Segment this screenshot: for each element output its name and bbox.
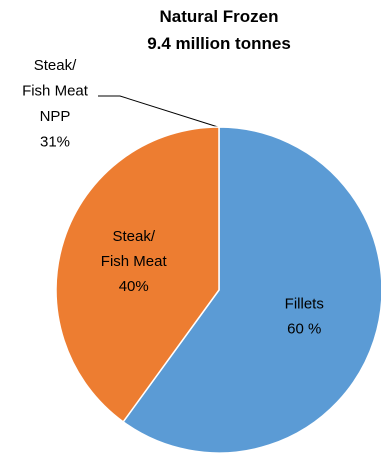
- slice-label: Fillets: [285, 296, 324, 313]
- annotation: Steak/Fish Meat NPP 31%: [22, 57, 89, 151]
- value-label: 40%: [119, 278, 149, 295]
- slice-label: Steak/Fish Meat: [101, 228, 168, 270]
- chart-title: Natural Frozen 9.4 million tonnes: [147, 7, 291, 53]
- pie-slice: [55, 126, 220, 423]
- pie-slice: [122, 126, 381, 454]
- leader-line: [98, 95, 219, 128]
- value-label: 60 %: [287, 321, 321, 338]
